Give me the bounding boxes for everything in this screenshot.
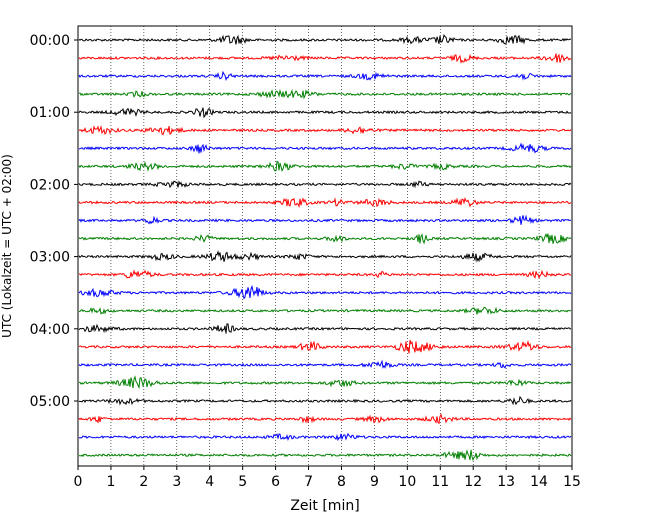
y-axis-ticks: 00:00 01:00 02:00 03:00 04:00 05:00 xyxy=(30,33,78,410)
trace-line-9 xyxy=(78,180,572,189)
trace-line-1 xyxy=(78,33,572,45)
x-tick-label: 1 xyxy=(106,474,115,490)
x-tick-label: 5 xyxy=(238,474,247,490)
x-tick-label: 4 xyxy=(205,474,214,490)
trace-line-18 xyxy=(78,339,572,354)
x-tick-label: 7 xyxy=(304,474,313,490)
y-tick-label: 05:00 xyxy=(30,394,70,410)
trace-line-10 xyxy=(78,196,572,209)
x-tick-label: 2 xyxy=(139,474,148,490)
x-axis-ticks: 0 1 2 3 4 5 6 7 8 9 10 11 12 13 14 15 xyxy=(74,466,581,490)
trace-line-3 xyxy=(78,70,572,81)
trace-line-4 xyxy=(78,88,572,100)
y-axis-title: UTC (Lokalzeit = UTC + 02:00) xyxy=(0,154,14,338)
x-tick-label: 11 xyxy=(431,474,449,490)
x-tick-label: 3 xyxy=(172,474,181,490)
trace-line-17 xyxy=(78,323,572,334)
x-tick-label: 15 xyxy=(563,474,581,490)
x-tick-label: 6 xyxy=(271,474,280,490)
trace-line-5 xyxy=(78,107,572,119)
trace-line-13 xyxy=(78,250,572,263)
x-axis-title: Zeit [min] xyxy=(290,498,359,514)
x-tick-label: 10 xyxy=(398,474,416,490)
trace-line-14 xyxy=(78,269,572,279)
x-tick-label: 0 xyxy=(74,474,83,490)
vertical-grid xyxy=(110,26,540,466)
trace-line-22 xyxy=(78,413,572,425)
trace-line-24 xyxy=(78,449,572,462)
x-tick-label: 14 xyxy=(530,474,548,490)
seismic-traces xyxy=(78,33,572,462)
y-tick-label: 01:00 xyxy=(30,105,70,121)
trace-line-6 xyxy=(78,125,572,136)
trace-line-2 xyxy=(78,53,572,64)
y-tick-label: 00:00 xyxy=(30,33,70,49)
trace-line-8 xyxy=(78,160,572,172)
x-tick-label: 13 xyxy=(497,474,515,490)
trace-line-15 xyxy=(78,284,572,300)
trace-line-20 xyxy=(78,375,572,390)
trace-line-19 xyxy=(78,359,572,369)
x-tick-label: 8 xyxy=(337,474,346,490)
trace-line-11 xyxy=(78,214,572,225)
trace-line-16 xyxy=(78,306,572,315)
x-tick-label: 12 xyxy=(464,474,482,490)
y-tick-label: 04:00 xyxy=(30,322,70,338)
y-tick-label: 02:00 xyxy=(30,177,70,193)
y-tick-label: 03:00 xyxy=(30,250,70,266)
trace-line-7 xyxy=(78,142,572,154)
trace-line-23 xyxy=(78,432,572,442)
trace-line-12 xyxy=(78,233,572,245)
plot-frame xyxy=(77,25,573,467)
trace-line-21 xyxy=(78,395,572,406)
x-tick-label: 9 xyxy=(370,474,379,490)
